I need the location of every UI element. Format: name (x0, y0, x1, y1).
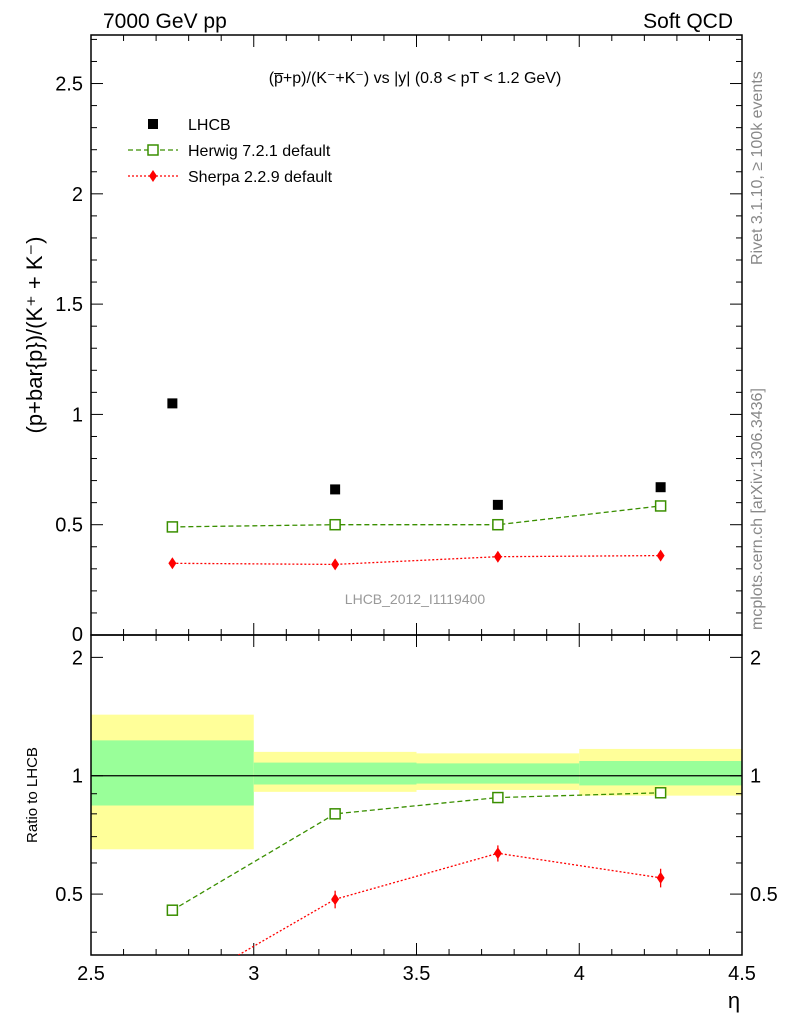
legend-label-1: Herwig 7.2.1 default (188, 143, 331, 160)
legend-label-2: Sherpa 2.2.9 default (188, 169, 333, 186)
ratio-point-s1-0 (168, 987, 176, 999)
top-point-s2-1 (331, 558, 340, 571)
top-point-s2-3 (656, 549, 665, 562)
stat-uncertainty-band-0 (91, 740, 254, 806)
top-y-tick-label: 0.5 (55, 515, 83, 537)
ratio-point-s0-3 (654, 787, 667, 799)
top-point-s2-2 (493, 550, 502, 563)
top-series-line-1 (172, 505, 661, 528)
stat-uncertainty-band-2 (416, 763, 580, 784)
stat-uncertainty-band-3 (579, 761, 742, 786)
x-tick-label: 2.5 (77, 963, 105, 985)
top-y-tick-label: 1.5 (55, 294, 83, 316)
top-point-s1-2 (492, 518, 504, 531)
stat-uncertainty-band-1 (253, 762, 417, 785)
legend-marker-1 (147, 144, 159, 156)
ratio-series-line-0 (172, 792, 661, 911)
ratio-y-tick-label-right: 0.5 (750, 884, 778, 906)
top-point-s1-0 (166, 521, 179, 533)
ratio-point-s0-2 (492, 791, 504, 804)
ratio-point-s1-2 (493, 847, 502, 860)
top-y-tick-label: 2.5 (55, 74, 83, 96)
x-tick-label: 4 (574, 963, 585, 985)
analysis-watermark: LHCB_2012_I1119400 (345, 591, 486, 607)
ratio-y-tick-label-left: 0.5 (55, 884, 83, 906)
ratio-y-tick-label-right: 1 (750, 766, 761, 788)
main-y-axis-label: (p+bar{p})/(K⁺ + K⁻) (22, 237, 47, 434)
x-tick-label: 4.5 (728, 963, 756, 985)
axis-ticks (90, 35, 743, 955)
x-tick-label: 3 (248, 963, 259, 985)
top-point-s0-0 (167, 398, 178, 409)
main-plot-title: (p̅+p)/(K⁻+K⁻) vs |y| (0.8 < pT < 1.2 Ge… (269, 70, 562, 87)
ratio-plot-data (91, 775, 742, 999)
legend-marker-0 (148, 119, 158, 129)
top-point-s0-2 (492, 499, 503, 510)
ratio-series-line-1 (237, 852, 661, 955)
legend: LHCB Herwig 7.2.1 default Sherpa 2.2.9 def… (128, 117, 333, 186)
ratio-point-s1-1 (331, 893, 340, 906)
legend-marker-2 (149, 170, 157, 182)
header-left: 7000 GeV pp (103, 10, 227, 33)
tick-labels: 0.5 1 1.5 2 2.5 0 0.5 0.5 1 1 2 2 2.5 3 3.5 4 4.5 (55, 74, 778, 985)
top-y-tick-label-clipped: 0 (72, 624, 83, 646)
top-point-s0-1 (330, 484, 341, 495)
ratio-y-tick-label-left: 2 (72, 647, 83, 669)
ratio-point-s0-0 (166, 904, 179, 916)
top-point-s0-3 (655, 482, 666, 493)
top-y-tick-label: 1 (72, 404, 83, 426)
main-plot-data (166, 398, 667, 571)
top-y-tick-label: 2 (72, 184, 83, 206)
legend-label-0: LHCB (188, 117, 231, 134)
ratio-uncertainty-bands (91, 714, 742, 850)
top-point-s1-1 (329, 518, 341, 531)
header-right: Soft QCD (643, 10, 733, 33)
ratio-y-tick-label-left: 1 (72, 766, 83, 788)
top-series-line-2 (172, 554, 661, 566)
ratio-y-axis-label: Ratio to LHCB (24, 747, 41, 843)
x-axis-label: η (728, 988, 740, 1013)
ratio-point-s1-3 (656, 871, 665, 884)
rivet-version-label: Rivet 3.1.10, ≥ 100k events (749, 71, 766, 265)
x-tick-label: 3.5 (403, 963, 431, 985)
ratio-y-tick-label-right: 2 (750, 647, 761, 669)
top-point-s2-0 (168, 557, 177, 570)
mcplots-label: mcplots.cern.ch [arXiv:1306.3436] (749, 388, 766, 630)
ratio-point-s0-1 (329, 808, 341, 820)
top-point-s1-3 (654, 500, 667, 512)
